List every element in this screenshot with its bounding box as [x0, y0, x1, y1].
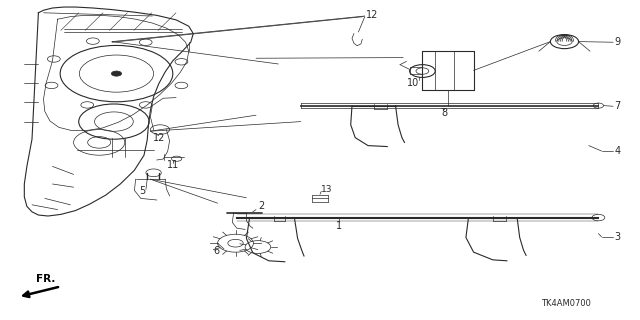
Text: 12: 12: [152, 133, 165, 143]
Text: 3: 3: [614, 232, 621, 242]
Text: 10: 10: [406, 77, 419, 88]
Text: 6: 6: [213, 246, 220, 256]
Text: 7: 7: [614, 101, 621, 111]
Circle shape: [592, 214, 605, 221]
Text: 4: 4: [614, 146, 621, 156]
Circle shape: [593, 103, 604, 108]
Text: 12: 12: [366, 10, 378, 20]
Text: 5: 5: [139, 186, 145, 196]
Text: 13: 13: [321, 185, 332, 194]
Text: 1: 1: [336, 220, 342, 231]
Text: 11: 11: [166, 160, 179, 171]
Text: 9: 9: [614, 37, 621, 47]
Text: 8: 8: [442, 108, 448, 118]
Text: TK4AM0700: TK4AM0700: [541, 299, 591, 308]
Circle shape: [111, 71, 122, 76]
Text: 2: 2: [258, 201, 264, 212]
Text: FR.: FR.: [36, 274, 56, 284]
